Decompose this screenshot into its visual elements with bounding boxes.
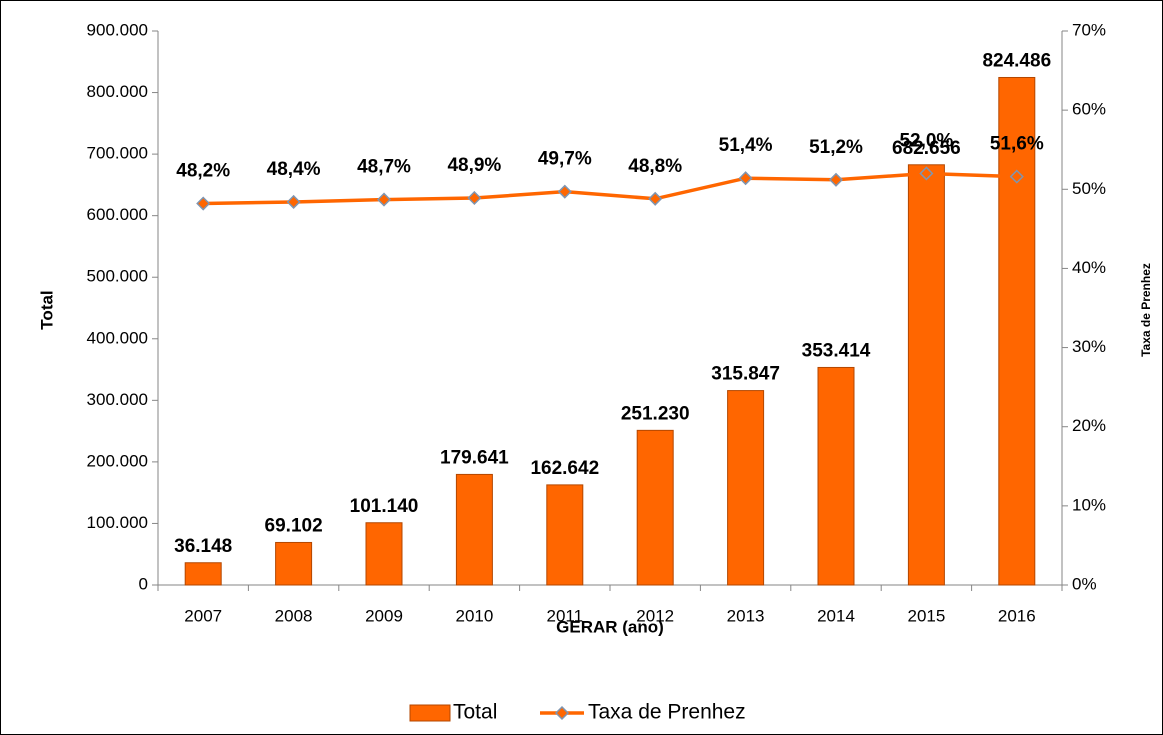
bar xyxy=(998,76,1036,586)
line-marker xyxy=(738,171,753,186)
bar-value-label: 101.140 xyxy=(350,496,419,517)
x-tick-label: 2012 xyxy=(636,606,674,625)
legend-label: Taxa de Prenhez xyxy=(588,701,746,724)
x-tick-label: 2008 xyxy=(275,606,313,625)
x-tick-label: 2010 xyxy=(455,606,493,625)
line-value-label: 49,7% xyxy=(538,149,592,170)
bar xyxy=(275,541,313,586)
bar-value-label: 682.656 xyxy=(892,138,961,159)
line-value-label: 51,4% xyxy=(719,135,773,156)
y-tick-label: 0 xyxy=(139,574,148,593)
legend-swatch xyxy=(409,704,451,722)
x-axis-title: GERAR (ano) xyxy=(556,617,664,636)
line-marker xyxy=(557,184,572,199)
y-axis-title: Total xyxy=(37,290,56,329)
line-marker xyxy=(919,166,934,181)
bar xyxy=(727,390,765,586)
legend-label: Total xyxy=(453,701,497,724)
y2-tick-label: 10% xyxy=(1072,495,1106,514)
line-value-label: 51,2% xyxy=(809,137,863,158)
y-tick-label: 700.000 xyxy=(87,144,148,163)
bar-value-label: 36.148 xyxy=(174,536,232,557)
y2-tick-label: 20% xyxy=(1072,416,1106,435)
x-tick-label: 2014 xyxy=(817,606,855,625)
line-marker xyxy=(828,172,844,187)
line-marker xyxy=(286,194,301,210)
x-tick-label: 2007 xyxy=(184,606,222,625)
y2-tick-label: 30% xyxy=(1072,337,1106,356)
y-tick-label: 800.000 xyxy=(87,82,148,101)
x-tick-label: 2009 xyxy=(365,606,403,625)
line-marker xyxy=(467,190,482,206)
bar xyxy=(184,562,222,586)
line-value-label: 48,8% xyxy=(628,156,682,177)
line-value-label: 48,7% xyxy=(357,157,411,178)
bar xyxy=(907,164,945,586)
line-value-label: 48,9% xyxy=(447,155,501,176)
y2-tick-label: 40% xyxy=(1072,258,1106,277)
bar-value-label: 824.486 xyxy=(982,50,1051,71)
bar-value-label: 69.102 xyxy=(265,515,323,536)
bar xyxy=(455,473,493,586)
line-value-label: 48,4% xyxy=(267,159,321,180)
line-value-label: 48,2% xyxy=(176,161,230,182)
y-tick-label: 300.000 xyxy=(87,390,148,409)
bar xyxy=(546,484,584,586)
line-marker xyxy=(648,191,663,206)
bar xyxy=(365,522,403,586)
line-marker xyxy=(376,192,392,207)
y2-tick-label: 70% xyxy=(1072,20,1106,39)
line-value-label: 52,0% xyxy=(899,130,953,151)
line-marker xyxy=(196,196,211,211)
bar xyxy=(636,429,674,586)
bar-value-label: 353.414 xyxy=(802,340,871,361)
bar-value-label: 251.230 xyxy=(621,403,690,424)
y2-tick-label: 0% xyxy=(1072,574,1097,593)
line xyxy=(203,171,1017,206)
y2-tick-label: 60% xyxy=(1072,100,1106,119)
bar-value-label: 162.642 xyxy=(530,458,599,479)
y-tick-label: 400.000 xyxy=(87,328,148,347)
x-tick-label: 2015 xyxy=(907,606,945,625)
y-tick-label: 200.000 xyxy=(87,451,148,470)
y-tick-label: 500.000 xyxy=(87,267,148,286)
line-marker xyxy=(1009,169,1024,184)
y-tick-label: 600.000 xyxy=(87,205,148,224)
y2-axis-title: Taxa de Prenhez xyxy=(1139,263,1153,357)
bar-value-label: 179.641 xyxy=(440,447,509,468)
line-value-label: 51,6% xyxy=(990,134,1044,155)
y-tick-label: 900.000 xyxy=(87,20,148,39)
y2-tick-label: 50% xyxy=(1072,179,1106,198)
bar xyxy=(817,366,855,586)
x-tick-label: 2013 xyxy=(727,606,765,625)
x-tick-label: 2011 xyxy=(547,606,584,625)
legend-marker xyxy=(554,705,570,721)
x-tick-label: 2016 xyxy=(998,606,1036,625)
bar-value-label: 315.847 xyxy=(711,364,780,385)
y-tick-label: 100.000 xyxy=(87,513,148,532)
